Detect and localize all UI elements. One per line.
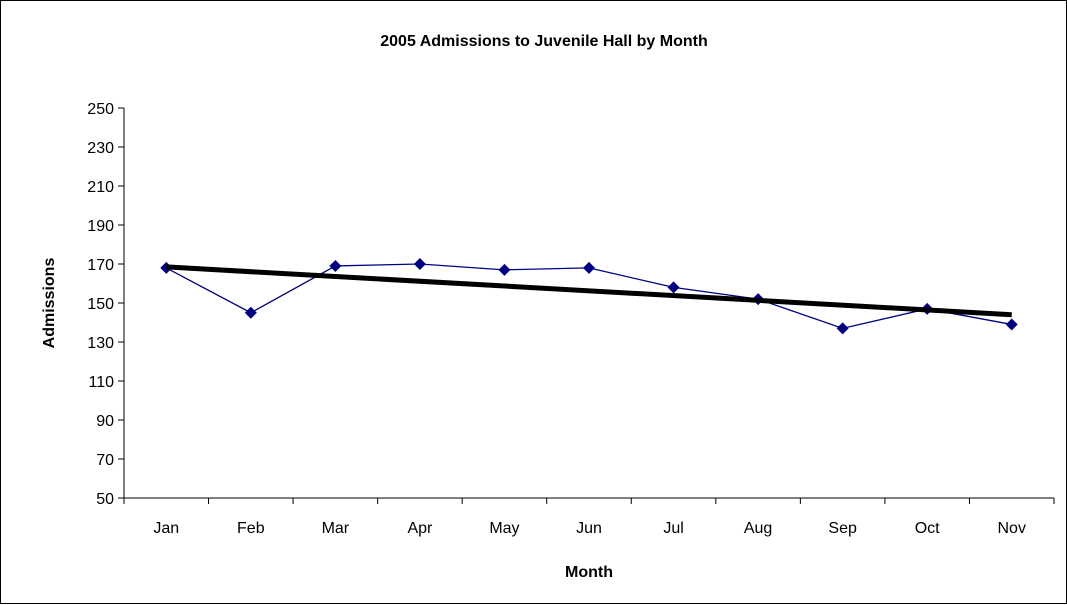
chart-title: 2005 Admissions to Juvenile Hall by Mont… [380,33,707,50]
trendline-layer [166,264,1012,318]
trendline [166,264,1012,318]
x-tick-label: Apr [407,520,433,537]
y-tick-label: 50 [96,491,114,508]
x-tick-label: Sep [828,520,857,537]
y-tick-label: 190 [87,218,114,235]
x-tick-label: Jul [663,520,683,537]
axes: 50 70 90 110 130 150 170 190 210 230 250 Jan Feb Mar A… [87,101,1055,537]
y-tick-label: 250 [87,101,114,118]
y-tick-label: 90 [96,413,114,430]
x-axis-title: Month [565,564,613,581]
y-tick-label: 230 [87,140,114,157]
x-tick-label: May [489,520,519,537]
data-point-marker [583,261,595,274]
y-tick-label: 170 [87,257,114,274]
series-layer [160,258,1018,335]
data-point-marker [836,322,849,335]
x-tick-label: Mar [322,520,350,537]
y-tick-label: 70 [96,452,114,469]
data-point-marker [244,306,257,319]
data-point-marker [498,263,511,276]
x-tick-label: Feb [237,520,265,537]
y-axis-title: Admissions [41,258,58,349]
y-tick-label: 150 [87,296,114,313]
y-tick-label: 110 [88,374,114,391]
x-tick-label: Oct [915,520,940,537]
data-point-marker [1005,318,1018,331]
x-tick-label: Aug [744,520,772,537]
y-tick-label: 130 [87,335,114,352]
x-tick-label: Jan [153,520,179,537]
x-tick-label: Jun [576,520,602,537]
data-point-marker [329,259,342,272]
x-tick-label: Nov [998,520,1026,537]
data-point-marker [413,258,426,270]
y-tick-label: 210 [87,179,114,196]
data-point-marker [667,281,680,294]
